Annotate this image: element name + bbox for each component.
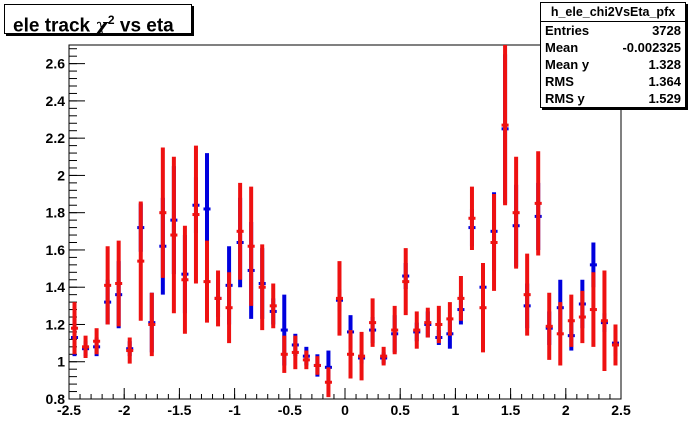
- stats-label: Entries: [545, 23, 590, 38]
- title-rest: vs eta: [114, 15, 174, 37]
- x-tick-label: 0.5: [390, 402, 410, 418]
- chart-title: ele track χ2 vs eta: [4, 4, 192, 37]
- title-main: ele track: [13, 15, 96, 37]
- y-tick-label: 0.8: [46, 391, 66, 407]
- stats-value: 1.529: [648, 91, 681, 106]
- y-tick-label: 1.4: [46, 279, 66, 295]
- y-tick-label: 2: [57, 167, 65, 183]
- stats-label: Mean y: [545, 57, 590, 72]
- y-tick-label: 1: [57, 354, 65, 370]
- y-tick-label: 1.8: [46, 205, 66, 221]
- stats-row-mean-y: Mean y 1.328: [541, 56, 685, 73]
- red-series-points: [71, 45, 619, 398]
- stats-value: 1.328: [648, 57, 681, 72]
- stats-label: Mean: [545, 40, 579, 55]
- x-tick-label: 2: [562, 402, 570, 418]
- y-tick-label: 2.2: [46, 130, 66, 146]
- x-tick-label: 2.5: [611, 402, 631, 418]
- stats-label: RMS: [545, 74, 574, 89]
- x-tick-label: 1.5: [501, 402, 521, 418]
- stats-row-entries: Entries 3728: [541, 22, 685, 39]
- stats-row-mean: Mean -0.002325: [541, 39, 685, 56]
- title-sup: 2: [107, 13, 115, 27]
- stats-box: h_ele_chi2VsEta_pfx Entries 3728 Mean -0…: [540, 2, 686, 108]
- stats-row-rms-y: RMS y 1.529: [541, 90, 685, 107]
- y-tick-label: 2.6: [46, 56, 66, 72]
- x-tick-label: -1: [228, 402, 241, 418]
- stats-value: 3728: [652, 23, 681, 38]
- y-tick-label: 1.6: [46, 242, 66, 258]
- stats-value: -0.002325: [622, 40, 681, 55]
- title-chi: χ: [95, 14, 108, 37]
- x-tick-label: -0.5: [278, 402, 302, 418]
- data-points: [71, 45, 619, 398]
- x-tick-label: -2: [118, 402, 131, 418]
- x-tick-label: 0: [341, 402, 349, 418]
- stats-name: h_ele_chi2VsEta_pfx: [541, 3, 685, 22]
- stats-label: RMS y: [545, 91, 585, 106]
- x-tick-label: -1.5: [167, 402, 191, 418]
- y-tick-label: 2.4: [46, 93, 66, 109]
- x-tick-label: 1: [452, 402, 460, 418]
- stats-value: 1.364: [648, 74, 681, 89]
- axis-tick-labels: -2.5 -2 -1.5 -1 -0.5 0 0.5 1 1.5 2 2.5 0.8 1 1.2 1.4 1.…: [46, 56, 631, 418]
- axis-ticks: [68, 48, 622, 400]
- y-tick-label: 1.2: [46, 316, 66, 332]
- stats-row-rms: RMS 1.364: [541, 73, 685, 90]
- x-tick-label: -2.5: [57, 402, 81, 418]
